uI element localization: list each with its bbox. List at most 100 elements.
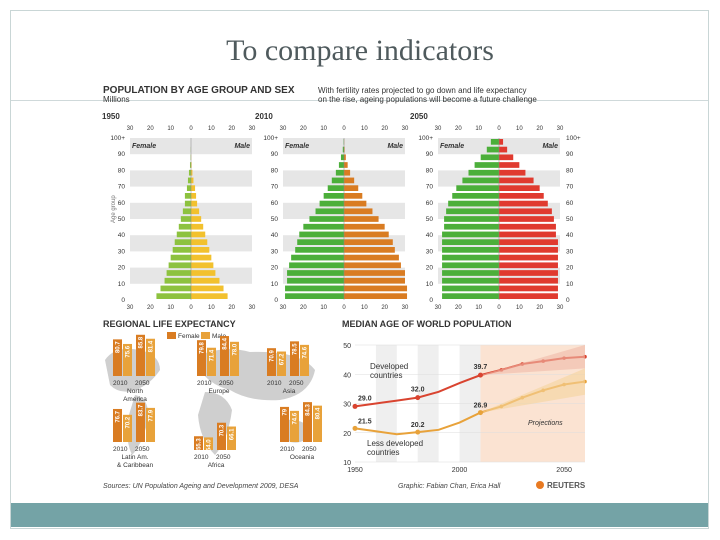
life-expectancy-bar xyxy=(197,340,206,376)
female-bar xyxy=(442,231,499,238)
female-bar xyxy=(444,216,499,222)
median-age-title: MEDIAN AGE OF WORLD POPULATION xyxy=(342,319,512,329)
life-expectancy-bar xyxy=(277,351,286,376)
source-note: Sources: UN Population Ageing and Develo… xyxy=(103,483,299,490)
female-bar xyxy=(462,177,499,184)
life-expectancy-bar xyxy=(230,341,239,376)
pyramid-bottom-tick: 0 xyxy=(189,305,193,311)
male-bar xyxy=(191,247,210,253)
life-expectancy-bar xyxy=(204,437,213,450)
life-year-2010: 2010 xyxy=(280,446,295,453)
age-tick: 0 xyxy=(429,297,433,304)
life-expectancy-bar xyxy=(113,339,122,376)
region-label: Africa xyxy=(208,462,225,469)
female-bar xyxy=(309,216,344,222)
region-label: North xyxy=(127,388,143,395)
male-bar xyxy=(499,146,508,153)
median-point-label: 39.7 xyxy=(474,364,488,371)
male-bar xyxy=(191,270,216,276)
male-bar xyxy=(344,247,395,253)
male-bar xyxy=(344,208,373,215)
age-tick: 50 xyxy=(271,216,279,223)
pyramid-bottom-tick: 20 xyxy=(536,305,543,311)
age-tick: 10 xyxy=(426,281,434,288)
female-bar xyxy=(323,193,344,199)
life-expectancy-value: 55.3 xyxy=(197,438,203,450)
male-bar xyxy=(499,169,526,176)
male-bar xyxy=(344,285,408,292)
legend-female-label: Female xyxy=(178,333,200,340)
female-bar xyxy=(338,162,344,168)
life-expectancy-bar xyxy=(220,336,229,376)
age-tick-right: 10 xyxy=(566,281,574,288)
africa-shape xyxy=(198,392,232,455)
female-bar xyxy=(319,200,344,207)
female-bar xyxy=(186,185,191,191)
pyramid-bottom-tick: 10 xyxy=(167,305,174,311)
median-y-tick: 50 xyxy=(343,343,351,350)
title-divider xyxy=(11,100,708,101)
pyramid-blurb-line2: on the rise, ageing populations will bec… xyxy=(318,95,537,104)
male-bar xyxy=(499,216,554,222)
age-tick-right: 70 xyxy=(566,184,574,191)
male-bar xyxy=(499,139,504,145)
life-expectancy-value: 78.5 xyxy=(293,343,299,355)
pyramid-top-tick: 10 xyxy=(167,126,174,132)
pyramid-top-tick: 10 xyxy=(516,126,523,132)
male-bar xyxy=(344,231,389,238)
male-bar xyxy=(344,177,355,184)
age-tick: 80 xyxy=(426,167,434,174)
age-tick: 0 xyxy=(274,297,278,304)
female-bar xyxy=(303,223,344,230)
life-expectancy-value: 54.0 xyxy=(207,439,213,451)
male-bar xyxy=(344,254,399,261)
life-expectancy-value: 74.6 xyxy=(293,412,299,424)
pyramid-bottom-tick: 10 xyxy=(475,305,482,311)
age-tick: 40 xyxy=(426,232,434,239)
female-bar xyxy=(287,277,344,284)
female-bar xyxy=(174,239,191,245)
region-label: Latin Am. xyxy=(121,454,148,461)
life-year-2050: 2050 xyxy=(289,380,304,387)
region-label: & Caribbean xyxy=(117,462,154,469)
male-bar xyxy=(499,270,558,276)
female-bar xyxy=(180,216,191,222)
male-bar xyxy=(499,193,544,199)
pyramid-title: POPULATION BY AGE GROUP AND SEX xyxy=(103,85,295,96)
age-tick-right: 80 xyxy=(566,167,574,174)
age-tick-right: 90 xyxy=(566,151,574,158)
age-tick-right: 30 xyxy=(566,248,574,255)
female-bar xyxy=(442,277,499,284)
pyramid-bottom-tick: 30 xyxy=(402,305,409,311)
pyramid-unit: Millions xyxy=(103,95,130,104)
median-labeled-point xyxy=(352,425,358,431)
female-bar xyxy=(295,247,344,253)
age-tick-right: 100+ xyxy=(566,135,581,142)
age-tick: 30 xyxy=(271,248,279,255)
life-expectancy-value: 77.9 xyxy=(149,409,155,421)
life-expectancy-value: 67.2 xyxy=(280,353,286,365)
pyramid-bottom-tick: 20 xyxy=(455,305,462,311)
female-bar xyxy=(164,277,191,284)
age-tick-right: 40 xyxy=(566,232,574,239)
female-bar xyxy=(187,177,191,184)
life-year-2050: 2050 xyxy=(135,446,150,453)
pyramid-bottom-tick: 20 xyxy=(381,305,388,311)
male-bar xyxy=(499,277,558,284)
developed-label: countries xyxy=(370,371,402,380)
pyramid-top-tick: 20 xyxy=(228,126,235,132)
age-tick: 90 xyxy=(118,151,126,158)
male-bar xyxy=(191,177,194,184)
developed-projection-band xyxy=(480,345,585,376)
pyramid-top-tick: 20 xyxy=(536,126,543,132)
median-point-label: 29.0 xyxy=(358,395,372,402)
life-expectancy-value: 66.1 xyxy=(230,428,236,440)
pyramid-bottom-tick: 0 xyxy=(497,305,501,311)
pyramid-top-tick: 10 xyxy=(320,126,327,132)
male-bar xyxy=(499,223,556,230)
female-bar xyxy=(474,162,499,168)
female-bar xyxy=(442,285,499,292)
age-tick: 50 xyxy=(118,216,126,223)
